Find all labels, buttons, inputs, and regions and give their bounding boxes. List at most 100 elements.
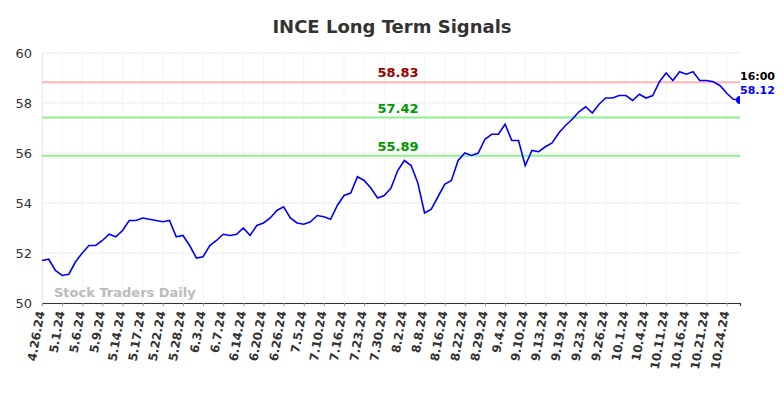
x-tick-label: 5.6.24 (67, 310, 88, 354)
x-tick-label: 8.2.24 (389, 310, 410, 354)
x-tick: 10.4.24 (629, 303, 652, 362)
x-tick-mark (344, 303, 345, 306)
x-tick-label: 7.10.24 (307, 310, 330, 363)
watermark: Stock Traders Daily (54, 285, 196, 300)
x-tick-label: 10.1.24 (609, 310, 632, 363)
x-tick-label: 5.14.24 (106, 310, 129, 363)
x-tick: 8.8.24 (409, 303, 430, 354)
x-tick-label: 8.8.24 (409, 310, 430, 354)
y-tick: 60 (15, 46, 42, 61)
x-tick: 5.6.24 (67, 303, 88, 354)
x-tick-mark (626, 303, 627, 306)
x-tick-label: 10.4.24 (629, 310, 652, 363)
x-tick-label: 8.16.24 (428, 310, 451, 363)
grid-line-x (686, 53, 687, 303)
x-tick: 5.22.24 (146, 303, 169, 362)
x-tick-mark (686, 303, 687, 306)
y-tick: 56 (15, 146, 42, 161)
grid-line-y (42, 53, 740, 54)
grid-line-x (263, 53, 264, 303)
x-tick-label: 8.29.24 (468, 310, 491, 363)
x-tick-mark (163, 303, 164, 306)
grid-line-x (444, 53, 445, 303)
x-tick: 9.19.24 (548, 303, 571, 362)
x-tick: 8.2.24 (389, 303, 410, 354)
x-tick: 5.1.24 (47, 303, 68, 354)
x-tick-mark (525, 303, 526, 306)
x-tick-mark (465, 303, 466, 306)
x-tick-label: 9.26.24 (589, 310, 612, 363)
x-tick: 10.16.24 (668, 303, 692, 371)
grid-line-x (223, 53, 224, 303)
level-line (42, 117, 740, 119)
grid-line-x (505, 53, 506, 303)
grid-line-x (404, 53, 405, 303)
grid-line-x (605, 53, 606, 303)
grid-line-x (82, 53, 83, 303)
x-axis: 4.26.245.1.245.6.245.9.245.14.245.17.245… (25, 303, 741, 371)
y-tick: 54 (15, 196, 42, 211)
plot-area (42, 72, 740, 276)
y-tick-label: 50 (15, 296, 32, 311)
x-tick-mark (545, 303, 546, 306)
grid-line-x (122, 53, 123, 303)
x-tick: 9.13.24 (528, 303, 551, 362)
x-tick-mark (183, 303, 184, 306)
x-tick: 9.23.24 (569, 303, 592, 362)
level-label: 57.42 (377, 101, 418, 116)
x-tick-mark (284, 303, 285, 306)
x-tick-label: 6.14.24 (226, 310, 249, 363)
grid-line-x (102, 53, 103, 303)
x-tick: 5.28.24 (166, 303, 189, 362)
x-tick-label: 6.3.24 (187, 310, 208, 354)
x-tick-label: 5.28.24 (166, 310, 189, 363)
x-tick: 9.4.24 (490, 303, 511, 354)
x-tick: 10.21.24 (688, 303, 712, 371)
grid-line-x (666, 53, 667, 303)
x-tick-mark (646, 303, 647, 306)
x-tick: 10.11.24 (648, 303, 672, 371)
x-tick-label: 9.10.24 (508, 310, 531, 363)
level-label: 55.89 (377, 139, 418, 154)
x-tick: 6.26.24 (267, 303, 290, 362)
grid-line-x (706, 53, 707, 303)
grid-line-y (42, 253, 740, 254)
grid-line-y (42, 203, 740, 204)
grid-line-x (565, 53, 566, 303)
x-tick-label: 6.20.24 (246, 310, 269, 363)
y-axis-line (42, 54, 43, 304)
x-tick-label: 5.17.24 (126, 310, 149, 363)
x-tick-label: 4.26.24 (25, 310, 48, 363)
y-axis: 505254565860 (15, 46, 42, 311)
grid-line-x (283, 53, 284, 303)
x-tick-mark (324, 303, 325, 306)
x-tick: 7.30.24 (367, 303, 390, 362)
x-tick-mark (706, 303, 707, 306)
grid-line-x (303, 53, 304, 303)
grid-line-x (203, 53, 204, 303)
x-tick: 9.26.24 (589, 303, 612, 362)
x-tick: 5.9.24 (87, 303, 108, 354)
y-tick: 58 (15, 96, 42, 111)
grid-line-x (384, 53, 385, 303)
grid-line-x (243, 53, 244, 303)
x-tick-label: 5.9.24 (87, 310, 108, 354)
grid-line-x (484, 53, 485, 303)
x-tick-mark (263, 303, 264, 306)
y-tick-label: 60 (15, 46, 32, 61)
last-value-label: 58.12 (740, 84, 775, 97)
y-tick-label: 56 (15, 146, 32, 161)
x-tick: 10.24.24 (708, 303, 732, 371)
x-tick: 6.7.24 (208, 303, 229, 354)
chart: INCE Long Term Signals5052545658604.26.2… (0, 0, 784, 398)
x-tick: 4.26.24 (25, 303, 48, 362)
x-tick-label: 8.22.24 (448, 310, 471, 363)
x-tick: 8.29.24 (468, 303, 491, 362)
x-tick-mark (223, 303, 224, 306)
x-tick-label: 7.23.24 (347, 310, 370, 363)
x-tick: 5.14.24 (106, 303, 129, 362)
x-tick-mark (143, 303, 144, 306)
grid-line-x (42, 53, 43, 303)
level-label: 58.83 (377, 65, 418, 80)
x-tick: 7.10.24 (307, 303, 330, 362)
